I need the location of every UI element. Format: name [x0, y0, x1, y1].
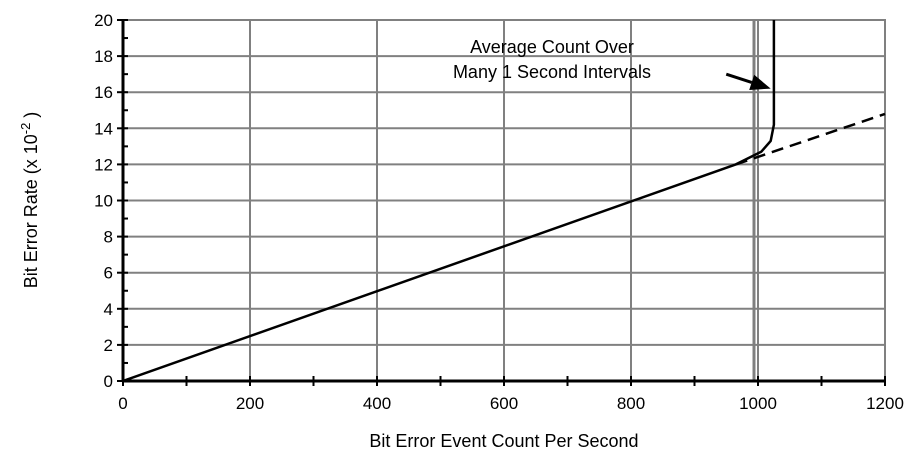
y-axis-label-exponent: -2	[18, 123, 33, 135]
annotation: Average Count Over Many 1 Second Interva…	[453, 37, 771, 91]
axes	[117, 19, 886, 386]
annotation-line-1: Average Count Over	[470, 37, 634, 57]
y-tick-label: 18	[94, 47, 113, 66]
x-tick-label: 400	[363, 394, 391, 413]
y-axis-label: Bit Error Rate (x 10-2 )	[18, 112, 42, 289]
x-tick-label: 1200	[866, 394, 904, 413]
y-tick-label: 10	[94, 192, 113, 211]
x-axis-label: Bit Error Event Count Per Second	[369, 431, 638, 451]
y-tick-label: 6	[104, 264, 113, 283]
x-tick-label: 200	[236, 394, 264, 413]
series-line-dashed	[735, 112, 886, 166]
series-line-solid	[122, 20, 776, 383]
y-tick-label: 20	[94, 11, 113, 30]
x-tick-label: 800	[617, 394, 645, 413]
y-tick-label: 4	[104, 300, 113, 319]
y-tick-label: 8	[104, 228, 113, 247]
annotation-line-2: Many 1 Second Intervals	[453, 62, 651, 82]
y-tick-label: 0	[104, 372, 113, 391]
annotation-arrow-shaft	[725, 72, 753, 84]
y-tick-label: 14	[94, 119, 113, 138]
x-tick-label: 600	[490, 394, 518, 413]
annotation-arrow-head	[749, 74, 771, 91]
y-axis-label-suffix: )	[21, 112, 41, 123]
series	[122, 20, 886, 383]
y-tick-label: 2	[104, 336, 113, 355]
y-axis-label-text: Bit Error Rate (x 10	[21, 134, 41, 288]
y-tick-label: 12	[94, 155, 113, 174]
x-tick-label: 1000	[739, 394, 777, 413]
tick-labels: 0 200 400 600 800 1000 1200 0 2 4 6 8 10 12 14 16 18 20	[94, 11, 904, 413]
y-tick-label: 16	[94, 83, 113, 102]
x-tick-label: 0	[118, 394, 127, 413]
